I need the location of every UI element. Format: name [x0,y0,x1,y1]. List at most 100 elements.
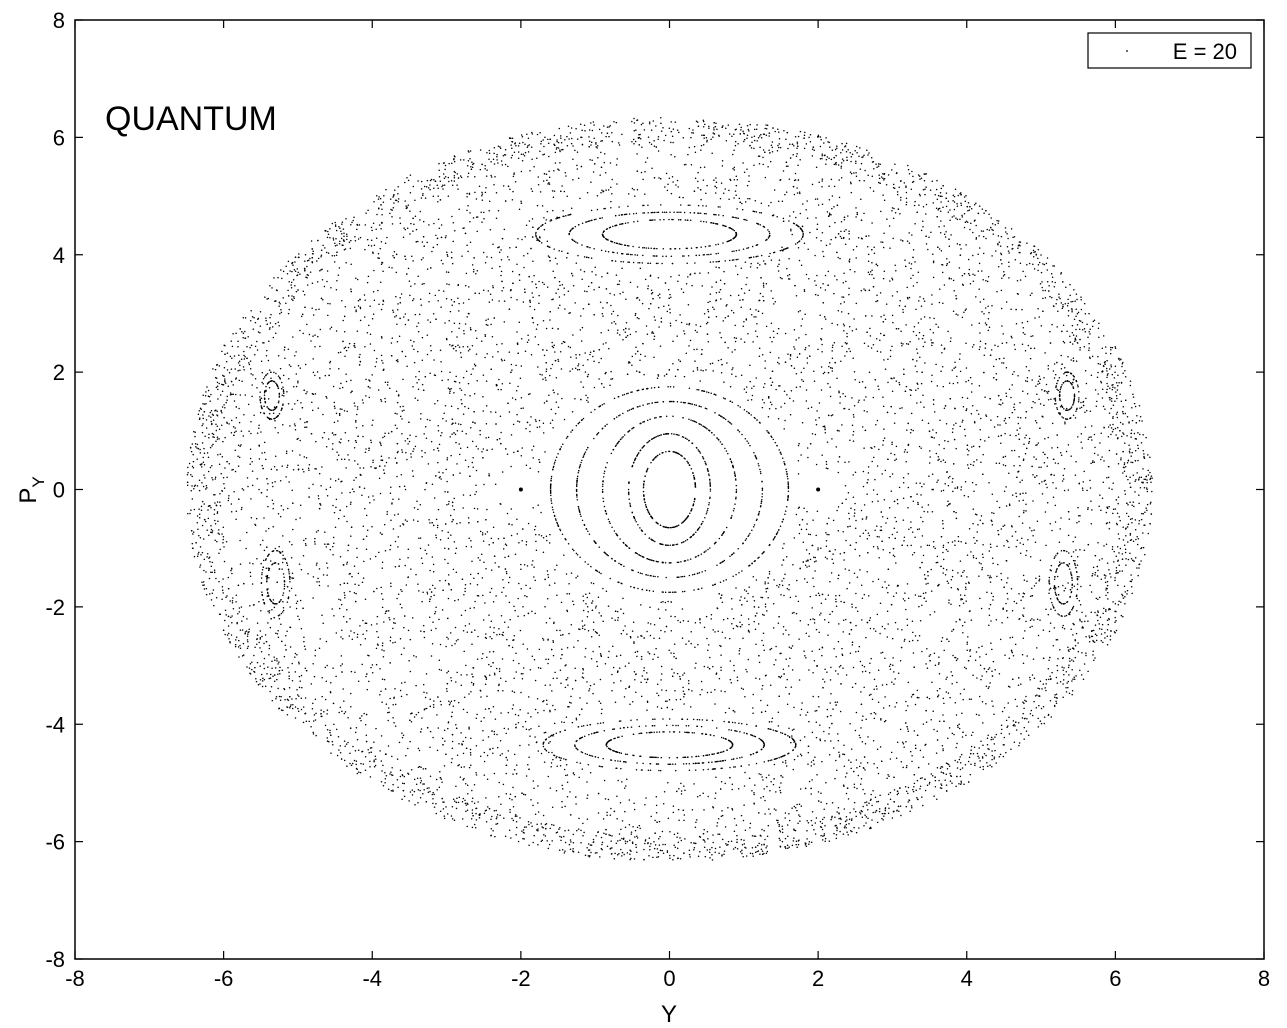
scatter-point [906,765,908,767]
scatter-point [436,714,438,716]
scatter-point [888,584,890,586]
scatter-point [959,761,962,764]
scatter-point [446,338,448,341]
scatter-point [542,814,545,817]
scatter-point [823,834,825,837]
scatter-point [906,429,908,431]
scatter-point [449,514,452,517]
scatter-point [920,494,922,496]
scatter-point [545,173,548,175]
scatter-point [326,543,329,545]
scatter-point [650,289,653,291]
scatter-point [923,574,926,576]
scatter-point [582,822,584,825]
scatter-point [874,478,876,481]
scatter-point [872,190,875,192]
scatter-point [213,509,216,511]
scatter-point [462,752,465,755]
scatter-point [601,276,603,278]
scatter-point [848,261,851,263]
scatter-point [437,425,439,427]
scatter-point [689,856,691,858]
scatter-point [787,353,789,355]
scatter-point [300,315,303,318]
scatter-point [942,546,945,549]
scatter-point [488,301,491,303]
scatter-point [333,434,335,436]
scatter-point [785,191,788,193]
scatter-point [438,471,440,473]
scatter-point [547,573,549,576]
scatter-point [699,693,701,696]
scatter-point [477,557,480,559]
scatter-point [1006,582,1008,584]
scatter-point [622,291,624,294]
scatter-point [259,544,262,546]
scatter-point [688,640,690,642]
scatter-point [850,761,852,764]
scatter-point [405,584,408,586]
scatter-point [614,852,616,855]
scatter-point [564,805,566,808]
scatter-point [1017,684,1020,686]
scatter-point [1035,422,1038,424]
scatter-point [1062,304,1064,306]
scatter-point [880,526,882,528]
scatter-point [285,302,287,305]
scatter-point [423,433,425,435]
scatter-point [1087,620,1089,622]
scatter-point [215,429,218,432]
scatter-point [517,722,520,724]
scatter-point [775,645,777,648]
scatter-point [924,341,926,343]
scatter-point [981,553,984,556]
scatter-point [563,294,566,296]
scatter-point [286,630,288,632]
scatter-point [624,840,627,842]
scatter-point [978,262,981,265]
scatter-point [1108,487,1110,489]
scatter-point [517,714,520,717]
scatter-point [262,539,264,542]
scatter-point [839,402,841,404]
scatter-point [436,749,439,752]
scatter-point [957,589,960,591]
scatter-point [239,539,241,542]
scatter-point [410,713,412,715]
scatter-point [487,736,490,738]
scatter-point [976,459,978,461]
scatter-point [849,439,851,442]
scatter-point [543,217,545,219]
scatter-point [760,202,763,205]
scatter-point [449,371,451,374]
scatter-point [968,698,971,700]
scatter-point [870,693,872,696]
scatter-point [922,334,925,337]
scatter-point [1067,315,1070,317]
scatter-point [652,332,655,334]
scatter-point [540,142,542,145]
scatter-point [663,305,665,308]
scatter-point [281,669,284,672]
scatter-point [776,332,779,335]
scatter-point [760,797,762,799]
scatter-point [1001,263,1003,265]
scatter-point [707,837,709,840]
scatter-point [657,306,660,309]
scatter-point [1057,310,1059,312]
scatter-point [1106,628,1109,631]
scatter-point [330,326,333,329]
scatter-point [1022,637,1025,639]
scatter-point [532,506,534,509]
scatter-point [954,361,956,363]
scatter-point [263,441,266,444]
scatter-point [735,824,738,826]
scatter-point [648,121,651,123]
scatter-point [873,688,875,690]
scatter-point [943,233,946,235]
scatter-point [265,567,268,569]
scatter-point [706,831,709,833]
scatter-point [223,482,225,485]
scatter-point [902,477,905,479]
scatter-point [444,405,447,407]
